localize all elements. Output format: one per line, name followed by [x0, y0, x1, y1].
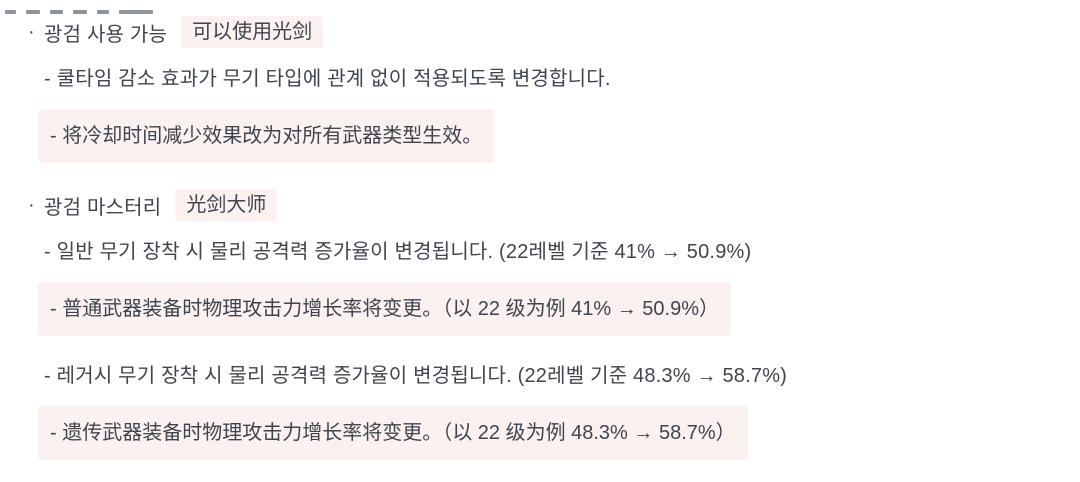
- list-item-heading: · 광검 사용 가능 可以使用光剑: [28, 16, 1080, 48]
- patch-notes-page: · 광검 사용 가능 可以使用光剑 - 쿨타임 감소 효과가 무기 타입에 관계…: [5, 0, 1080, 460]
- section-lightsaber-mastery: · 광검 마스터리 光剑大师 - 일반 무기 장착 시 물리 공격력 증가율이 …: [28, 189, 1080, 460]
- heading-korean-text: 광검 마스터리: [44, 196, 162, 219]
- heading-chinese-highlight: 可以使用光剑: [181, 16, 324, 48]
- korean-detail-line: - 레거시 무기 장착 시 물리 공격력 증가율이 변경됩니다. (22레벨 기…: [44, 365, 788, 387]
- heading-korean-text: 광검 사용 가능: [44, 23, 168, 46]
- chinese-translation-block: - 普通武器装备时物理攻击力增长率将变更。（以 22 级为例 41% → 50.…: [38, 282, 731, 336]
- bullet-marker: ·: [28, 20, 35, 43]
- section-lightsaber-usable: · 광검 사용 가능 可以使用光剑 - 쿨타임 감소 효과가 무기 타입에 관계…: [28, 16, 1080, 163]
- chinese-translation-block: - 将冷却时间减少效果改为对所有武器类型生效。: [38, 109, 495, 163]
- korean-detail-line: - 쿨타임 감소 효과가 무기 타입에 관계 없이 적용되도록 변경합니다.: [44, 68, 611, 90]
- bullet-marker: ·: [28, 193, 35, 216]
- chinese-translation-block: - 遗传武器装备时物理攻击力增长率将变更。（以 22 级为例 48.3% → 5…: [38, 406, 748, 460]
- heading-chinese-highlight: 光剑大师: [175, 189, 278, 221]
- korean-detail-line: - 일반 무기 장착 시 물리 공격력 증가율이 변경됩니다. (22레벨 기준…: [44, 241, 752, 263]
- cropped-line-remnant: [5, 0, 163, 14]
- list-item-heading: · 광검 마스터리 光剑大师: [28, 189, 1080, 221]
